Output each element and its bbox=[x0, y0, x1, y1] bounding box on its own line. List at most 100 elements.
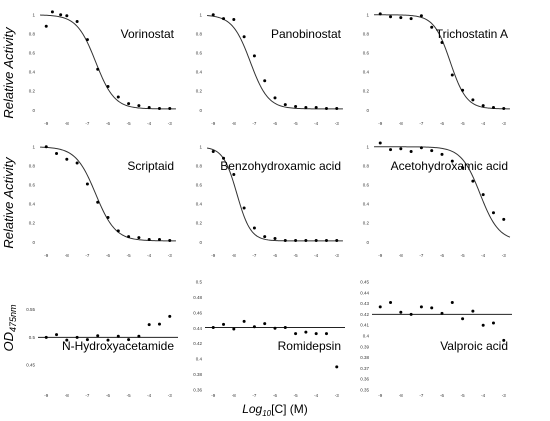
data-point bbox=[419, 305, 423, 309]
panel-6: -9 -8 -7 -6 -5 -4 -3 0 0.2 0.4 0.6 0.8 1 Acetohydroxa… bbox=[363, 141, 511, 258]
y-tick-label: 0.42 bbox=[193, 341, 202, 346]
x-tick-label: -9 bbox=[44, 393, 48, 398]
y-tick-label: 0 bbox=[32, 108, 35, 113]
data-point bbox=[106, 84, 110, 88]
y-tick-label: 0.5 bbox=[196, 280, 203, 285]
x-tick-label: -5 bbox=[127, 253, 131, 258]
data-point bbox=[304, 105, 308, 109]
x-tick-label: -6 bbox=[106, 393, 110, 398]
y-tick-label: 0.4 bbox=[196, 357, 203, 362]
data-point bbox=[116, 334, 120, 338]
data-point bbox=[419, 146, 423, 150]
x-tick-label: -3 bbox=[335, 121, 339, 126]
y-tick-label: 0 bbox=[366, 240, 369, 245]
x-tick-label: -7 bbox=[85, 121, 89, 126]
panel-title: Benzohydroxamic acid bbox=[220, 159, 341, 173]
y-tick-label: 0.4 bbox=[363, 202, 370, 207]
y-tick-label: 0.2 bbox=[363, 221, 370, 226]
y-tick-label: 0.37 bbox=[360, 366, 369, 371]
x-tick-label: -3 bbox=[168, 121, 172, 126]
data-point bbox=[450, 73, 454, 77]
data-point bbox=[491, 211, 495, 215]
x-tick-label: -9 bbox=[378, 253, 382, 258]
y-tick-label: 0.2 bbox=[29, 89, 36, 94]
x-tick-label: -8 bbox=[232, 121, 236, 126]
y-tick-label: 0 bbox=[199, 108, 202, 113]
y-tick-label: 0.8 bbox=[29, 31, 36, 36]
data-point bbox=[481, 323, 485, 327]
data-point bbox=[75, 19, 79, 23]
panel-8: -9 -8 -7 -6 -5 -4 -3 0.36 0.38 0.4 0.42 0.44 0.46 0.4… bbox=[193, 280, 345, 398]
y-tick-label: 0.36 bbox=[193, 388, 202, 393]
x-tick-label: -5 bbox=[127, 393, 131, 398]
data-point bbox=[222, 156, 226, 160]
data-point bbox=[294, 238, 298, 242]
y-tick-label: 0.39 bbox=[360, 344, 369, 349]
data-point bbox=[211, 13, 215, 17]
x-tick-label: -4 bbox=[481, 121, 485, 126]
data-point bbox=[335, 238, 339, 242]
data-point bbox=[106, 338, 110, 342]
data-point bbox=[324, 238, 328, 242]
y-tick-label: 0.42 bbox=[360, 312, 369, 317]
data-point bbox=[263, 79, 267, 83]
y-tick-label: 1 bbox=[366, 12, 369, 17]
data-point bbox=[335, 365, 339, 369]
y-tick-label: 0.38 bbox=[360, 355, 369, 360]
data-point bbox=[378, 305, 382, 309]
x-tick-label: -7 bbox=[419, 253, 423, 258]
data-point bbox=[304, 238, 308, 242]
x-tick-label: -9 bbox=[378, 121, 382, 126]
data-point bbox=[335, 106, 339, 110]
data-point bbox=[389, 148, 393, 152]
x-tick-label: -3 bbox=[502, 253, 506, 258]
data-point bbox=[157, 237, 161, 241]
data-point bbox=[96, 67, 100, 71]
data-point bbox=[450, 159, 454, 163]
data-point bbox=[55, 333, 59, 337]
data-point bbox=[461, 166, 465, 170]
data-point bbox=[378, 141, 382, 145]
data-point bbox=[409, 150, 413, 154]
y-tick-label: 0.4 bbox=[29, 202, 36, 207]
data-point bbox=[263, 322, 267, 326]
y-tick-label: 0.2 bbox=[29, 221, 36, 226]
panel-title: Acetohydroxamic acid bbox=[391, 159, 508, 173]
data-point bbox=[85, 338, 89, 342]
y-tick-label: 1 bbox=[32, 144, 35, 149]
data-point bbox=[232, 327, 236, 331]
data-point bbox=[127, 338, 131, 342]
data-point bbox=[252, 226, 256, 230]
data-point bbox=[75, 161, 79, 165]
fit-curve bbox=[207, 15, 343, 110]
y-tick-label: 0.2 bbox=[196, 89, 203, 94]
panel-title: Valproic acid bbox=[440, 339, 508, 353]
data-point bbox=[409, 312, 413, 316]
data-point bbox=[222, 17, 226, 21]
x-tick-label: -9 bbox=[378, 393, 382, 398]
data-point bbox=[263, 235, 267, 239]
data-point bbox=[75, 335, 79, 339]
x-tick-label: -6 bbox=[106, 121, 110, 126]
y-tick-label: 0.38 bbox=[193, 372, 202, 377]
data-point bbox=[314, 105, 318, 109]
panel-title: Romidepsin bbox=[278, 339, 341, 353]
data-point bbox=[157, 322, 161, 326]
data-point bbox=[399, 310, 403, 314]
x-tick-label: -3 bbox=[335, 253, 339, 258]
x-tick-label: -8 bbox=[65, 121, 69, 126]
x-tick-label: -5 bbox=[461, 253, 465, 258]
panel-title: Scriptaid bbox=[127, 159, 174, 173]
x-tick-label: -6 bbox=[106, 253, 110, 258]
x-tick-label: -4 bbox=[314, 253, 318, 258]
data-point bbox=[450, 301, 454, 305]
x-tick-label: -3 bbox=[335, 393, 339, 398]
x-tick-label: -6 bbox=[273, 253, 277, 258]
data-point bbox=[147, 237, 151, 241]
x-tick-label: -5 bbox=[461, 121, 465, 126]
x-tick-label: -9 bbox=[211, 121, 215, 126]
data-point bbox=[127, 102, 131, 106]
x-tick-label: -7 bbox=[252, 121, 256, 126]
data-point bbox=[409, 17, 413, 21]
data-point bbox=[283, 103, 287, 107]
